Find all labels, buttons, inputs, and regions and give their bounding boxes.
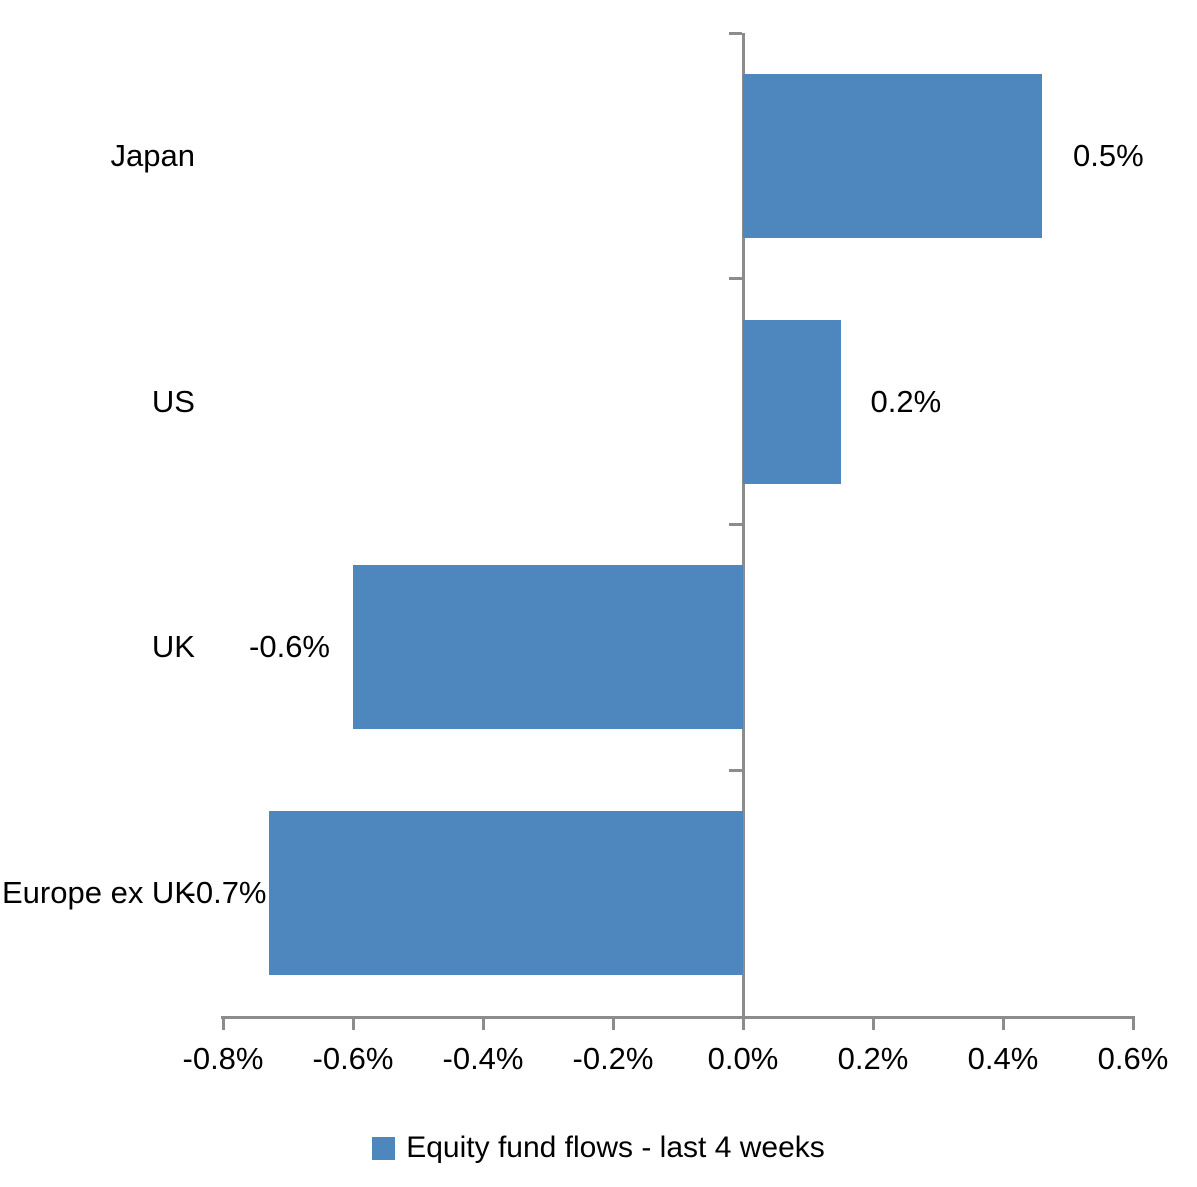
x-axis-tick [481,1016,485,1030]
x-axis-tick [351,1016,355,1030]
x-axis-tick-label: 0.4% [967,1041,1039,1076]
x-axis-tick [611,1016,615,1030]
data-label-uk: -0.6% [249,629,330,665]
bar-europe-ex-uk [268,811,743,976]
legend-marker-icon [372,1136,396,1160]
x-axis-tick-label: -0.2% [572,1041,654,1076]
data-label-japan: 0.5% [1073,137,1144,173]
bar-uk [353,565,743,730]
category-boundary-tick [728,277,742,281]
category-label-uk: UK [151,629,195,665]
category-label-europe-ex-uk: Europe ex UK [2,875,195,911]
category-boundary-tick [728,31,742,35]
x-axis-tick [1131,1016,1135,1030]
x-axis-line [221,1016,1135,1019]
x-axis-tick-label: -0.8% [182,1041,264,1076]
category-label-japan: Japan [110,137,195,173]
category-boundary-tick [728,768,742,772]
bar-us [743,319,841,484]
x-axis-tick [741,1016,745,1030]
x-axis-tick-label: -0.6% [312,1041,394,1076]
category-boundary-tick [728,523,742,526]
legend: Equity fund flows - last 4 weeks [0,1126,1197,1170]
data-label-us: 0.2% [870,383,942,419]
x-axis-tick-label: 0.0% [707,1041,779,1076]
x-axis-tick-label: -0.4% [442,1041,524,1076]
bar-japan [743,73,1042,238]
category-label-us: US [151,383,195,419]
x-axis-tick [1001,1016,1005,1030]
zero-axis-line [742,33,745,1030]
x-axis-tick-label: 0.6% [1097,1041,1169,1076]
x-axis-tick [871,1016,875,1030]
legend-series-label: Equity fund flows - last 4 weeks [406,1131,825,1164]
x-axis-tick [221,1016,225,1030]
data-label-europe-ex-uk: -0.7% [185,875,267,911]
x-axis-tick-label: 0.2% [837,1041,909,1076]
